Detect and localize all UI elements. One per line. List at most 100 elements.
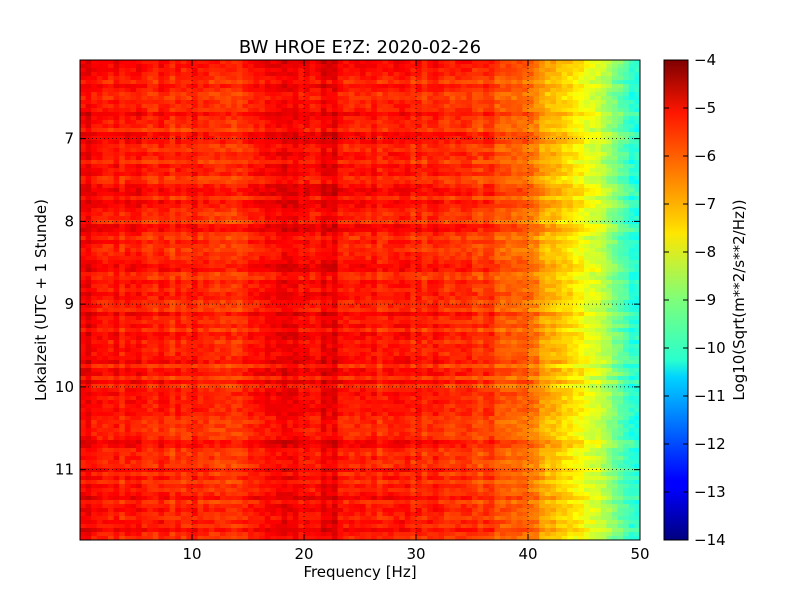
heatmap-cell — [276, 252, 283, 257]
heatmap-cell — [332, 96, 339, 101]
heatmap-cell — [208, 220, 215, 225]
heatmap-cell — [589, 252, 596, 257]
heatmap-cell — [365, 104, 372, 109]
heatmap-cell — [572, 124, 579, 129]
heatmap-cell — [494, 252, 501, 257]
heatmap-cell — [236, 100, 243, 105]
heatmap-cell — [449, 124, 456, 129]
heatmap-cell — [522, 144, 529, 149]
heatmap-cell — [259, 164, 266, 169]
heatmap-cell — [472, 256, 479, 261]
heatmap-cell — [304, 188, 311, 193]
heatmap-cell — [567, 144, 574, 149]
heatmap-cell — [320, 88, 327, 93]
heatmap-cell — [158, 100, 165, 105]
heatmap-cell — [242, 80, 249, 85]
heatmap-cell — [404, 80, 411, 85]
heatmap-cell — [472, 252, 479, 257]
heatmap-cell — [180, 216, 187, 221]
heatmap-cell — [214, 112, 221, 117]
heatmap-cell — [136, 120, 143, 125]
heatmap-cell — [371, 124, 378, 129]
heatmap-cell — [337, 64, 344, 69]
heatmap-cell — [220, 192, 227, 197]
heatmap-cell — [354, 232, 361, 237]
heatmap-cell — [444, 132, 451, 137]
heatmap-cell — [393, 116, 400, 121]
heatmap-cell — [309, 248, 316, 253]
heatmap-cell — [404, 156, 411, 161]
heatmap-cell — [248, 136, 255, 141]
heatmap-cell — [214, 76, 221, 81]
heatmap-cell — [404, 72, 411, 77]
heatmap-cell — [136, 72, 143, 77]
heatmap-cell — [242, 240, 249, 245]
heatmap-cell — [292, 76, 299, 81]
heatmap-cell — [606, 228, 613, 233]
heatmap-cell — [550, 176, 557, 181]
heatmap-cell — [550, 148, 557, 153]
heatmap-cell — [556, 80, 563, 85]
heatmap-cell — [556, 192, 563, 197]
heatmap-cell — [410, 200, 417, 205]
heatmap-cell — [320, 184, 327, 189]
heatmap-cell — [236, 68, 243, 73]
heatmap-cell — [606, 60, 613, 65]
heatmap-cell — [130, 128, 137, 133]
heatmap-cell — [488, 144, 495, 149]
heatmap-cell — [600, 244, 607, 249]
heatmap-cell — [186, 160, 193, 165]
heatmap-cell — [298, 248, 305, 253]
heatmap-cell — [511, 168, 518, 173]
heatmap-cell — [612, 96, 619, 101]
heatmap-cell — [304, 200, 311, 205]
heatmap-cell — [248, 152, 255, 157]
heatmap-cell — [371, 184, 378, 189]
heatmap-cell — [617, 144, 624, 149]
heatmap-cell — [376, 108, 383, 113]
heatmap-cell — [544, 164, 551, 169]
heatmap-cell — [556, 156, 563, 161]
heatmap-cell — [578, 168, 585, 173]
heatmap-cell — [595, 248, 602, 253]
heatmap-cell — [354, 184, 361, 189]
heatmap-cell — [197, 200, 204, 205]
heatmap-cell — [516, 148, 523, 153]
heatmap-cell — [511, 248, 518, 253]
heatmap-cell — [320, 224, 327, 229]
heatmap-cell — [410, 104, 417, 109]
heatmap-cell — [203, 208, 210, 213]
heatmap-cell — [147, 164, 154, 169]
heatmap-cell — [332, 140, 339, 145]
heatmap-cell — [500, 256, 507, 261]
heatmap-cell — [197, 140, 204, 145]
heatmap-cell — [264, 72, 271, 77]
heatmap-cell — [124, 200, 131, 205]
heatmap-cell — [197, 88, 204, 93]
heatmap-cell — [292, 112, 299, 117]
heatmap-cell — [365, 196, 372, 201]
heatmap-cell — [561, 64, 568, 69]
heatmap-cell — [236, 72, 243, 77]
heatmap-cell — [208, 124, 215, 129]
heatmap-cell — [460, 244, 467, 249]
heatmap-cell — [522, 100, 529, 105]
heatmap-cell — [91, 156, 98, 161]
heatmap-cell — [606, 72, 613, 77]
heatmap-cell — [113, 60, 120, 65]
heatmap-cell — [259, 128, 266, 133]
heatmap-cell — [147, 76, 154, 81]
heatmap-cell — [556, 216, 563, 221]
heatmap-cell — [259, 140, 266, 145]
heatmap-cell — [80, 192, 87, 197]
heatmap-cell — [617, 72, 624, 77]
heatmap-cell — [449, 196, 456, 201]
heatmap-cell — [399, 108, 406, 113]
heatmap-cell — [287, 148, 294, 153]
heatmap-cell — [410, 156, 417, 161]
heatmap-cell — [516, 220, 523, 225]
heatmap-cell — [589, 96, 596, 101]
heatmap-cell — [628, 204, 635, 209]
heatmap-cell — [287, 120, 294, 125]
heatmap-cell — [522, 76, 529, 81]
